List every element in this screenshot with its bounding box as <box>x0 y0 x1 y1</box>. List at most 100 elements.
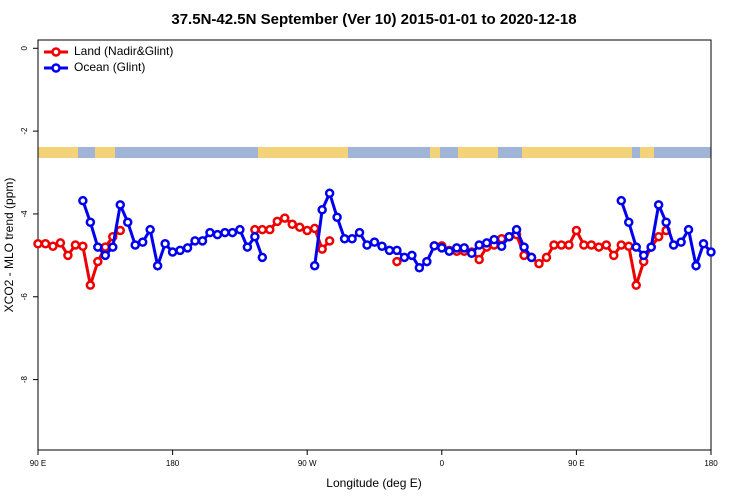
point <box>541 252 552 263</box>
point <box>683 224 694 235</box>
chart-title: 37.5N-42.5N September (Ver 10) 2015-01-0… <box>171 11 576 28</box>
point <box>638 250 649 261</box>
point <box>422 256 432 267</box>
point <box>407 250 417 261</box>
y-tick-label: 0 <box>20 46 29 51</box>
point <box>257 224 268 235</box>
point <box>63 250 73 261</box>
y-tick-label: -6 <box>20 293 29 301</box>
point <box>190 236 200 246</box>
point <box>115 200 126 210</box>
point <box>526 252 537 263</box>
point <box>197 236 208 246</box>
point <box>309 260 320 271</box>
point <box>257 252 268 263</box>
legend-marker <box>51 63 61 73</box>
point <box>212 229 223 240</box>
point <box>616 240 627 250</box>
point <box>564 240 574 250</box>
x-tick-label: 180 <box>704 459 718 468</box>
x-tick-label: 90 E <box>568 459 584 468</box>
point <box>534 258 544 269</box>
point <box>676 237 686 247</box>
point <box>137 237 148 247</box>
point <box>653 231 664 242</box>
point <box>414 263 425 273</box>
point <box>287 219 297 230</box>
point <box>227 227 238 238</box>
point <box>661 217 671 227</box>
point <box>115 225 126 236</box>
point <box>324 188 335 198</box>
point <box>579 240 589 250</box>
point <box>556 240 567 250</box>
point <box>691 260 701 271</box>
point <box>631 242 641 252</box>
point <box>594 242 604 252</box>
point <box>586 240 597 250</box>
point <box>317 244 327 254</box>
point <box>466 248 477 259</box>
point <box>309 223 320 234</box>
point <box>474 240 484 250</box>
point <box>33 239 43 249</box>
point <box>108 242 118 252</box>
series-line <box>38 216 668 286</box>
legend-marker <box>51 47 61 57</box>
point <box>609 250 619 261</box>
x-tick-label: 0 <box>440 459 445 468</box>
point <box>347 234 357 244</box>
point <box>167 247 178 257</box>
point <box>496 241 507 251</box>
point <box>130 240 140 250</box>
point <box>668 240 679 250</box>
point <box>78 241 88 251</box>
y-tick-label: -2 <box>20 127 29 135</box>
map-strip <box>38 147 711 158</box>
point <box>399 252 410 263</box>
point <box>459 243 469 253</box>
point <box>429 241 440 251</box>
x-tick-label: 90 E <box>30 459 46 468</box>
y-tick-label: -4 <box>20 210 29 218</box>
point <box>145 224 155 235</box>
point <box>601 240 612 250</box>
point <box>48 241 58 251</box>
point <box>175 245 185 256</box>
point <box>384 245 395 256</box>
point <box>280 213 290 223</box>
point <box>160 239 170 249</box>
point <box>85 280 96 290</box>
point <box>55 238 66 248</box>
point <box>250 231 260 242</box>
point <box>377 241 387 251</box>
point <box>437 243 447 253</box>
point <box>272 216 283 227</box>
point <box>100 242 111 252</box>
point <box>205 227 215 238</box>
point <box>616 195 627 206</box>
point <box>489 234 499 245</box>
point <box>339 234 350 244</box>
point <box>354 227 365 238</box>
point <box>182 243 193 253</box>
point <box>631 280 641 290</box>
y-axis-label: XCO2 - MLO trend (ppm) <box>2 178 16 313</box>
legend-label: Ocean (Glint) <box>74 60 145 74</box>
point <box>504 231 514 242</box>
point <box>511 224 522 235</box>
legend-label: Land (Nadir&Glint) <box>74 44 173 58</box>
point <box>85 217 96 227</box>
point <box>571 225 582 236</box>
point <box>122 217 133 227</box>
point <box>235 224 245 235</box>
point <box>623 217 634 227</box>
point <box>646 242 656 252</box>
point <box>653 200 664 210</box>
point <box>100 250 111 261</box>
point <box>474 254 484 265</box>
point <box>302 225 312 236</box>
point <box>242 242 253 252</box>
point <box>265 224 275 235</box>
